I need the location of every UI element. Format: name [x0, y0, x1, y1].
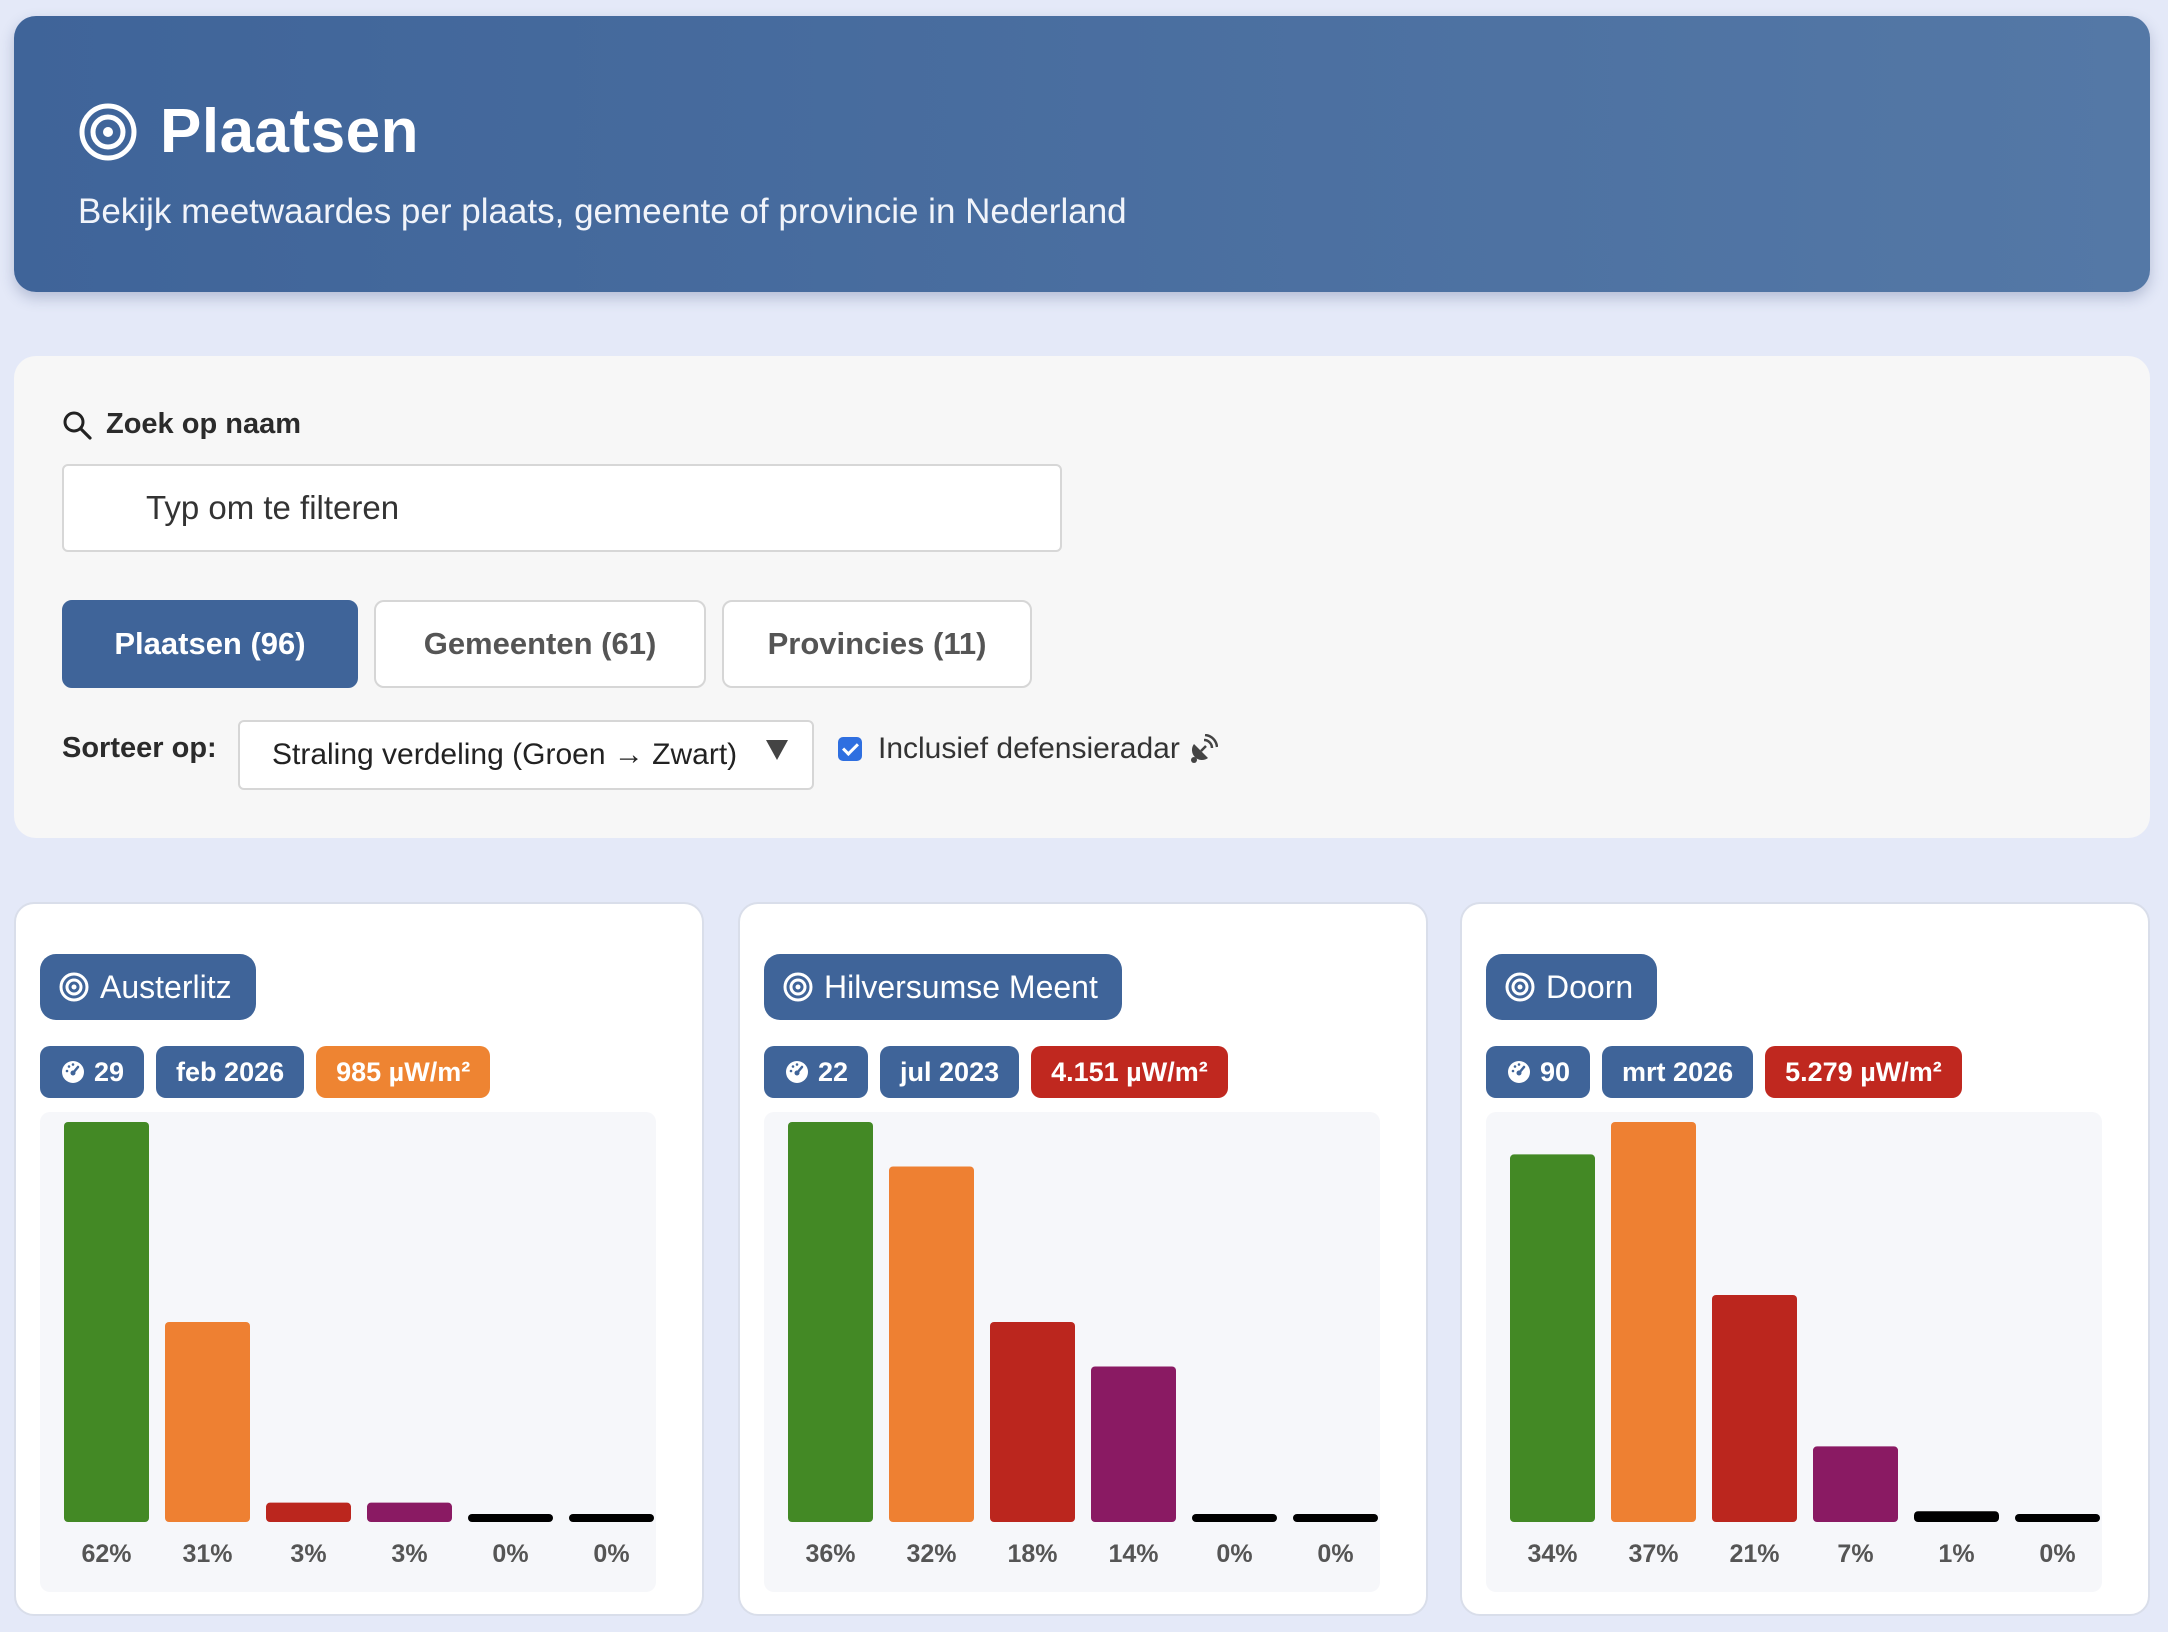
chart-bar: [2015, 1514, 2100, 1522]
gauge-icon: [786, 1061, 808, 1083]
tab-provincies[interactable]: Provincies (11): [722, 600, 1032, 688]
target-icon: [79, 103, 137, 160]
radar-checkbox[interactable]: [838, 737, 862, 761]
place-name-badge[interactable]: Hilversumse Meent: [764, 954, 1122, 1020]
page-header: Plaatsen Bekijk meetwaardes per plaats, …: [14, 16, 2150, 292]
chart-bar-label: 0%: [1216, 1540, 1252, 1568]
chart-bar-label: 36%: [805, 1540, 855, 1568]
radar-filter-label: Inclusief defensieradar: [878, 732, 1180, 765]
target-icon: [59, 972, 89, 1002]
chart-bar-label: 1%: [1938, 1540, 1974, 1568]
chart-bar-label: 31%: [182, 1540, 232, 1568]
tab-gemeenten[interactable]: Gemeenten (61): [374, 600, 706, 688]
value-chip: 4.151 µW/m²: [1031, 1046, 1228, 1098]
date-chip: jul 2023: [880, 1046, 1020, 1098]
date-chip: feb 2026: [156, 1046, 305, 1098]
chart-bar: [788, 1122, 873, 1522]
value-chip: 5.279 µW/m²: [1765, 1046, 1962, 1098]
title-row: Plaatsen: [78, 96, 419, 167]
chart-bar: [1091, 1366, 1176, 1522]
search-label: Zoek op naam: [62, 408, 301, 441]
chart-bar: [266, 1502, 351, 1522]
chart-bar-label: 7%: [1837, 1540, 1873, 1568]
chart-bar: [1293, 1514, 1378, 1522]
chart-bar: [1611, 1122, 1696, 1522]
place-name-badge[interactable]: Doorn: [1486, 954, 1658, 1020]
search-icon: [63, 411, 92, 440]
tab-plaatsen[interactable]: Plaatsen (96): [62, 600, 358, 688]
radar-filter[interactable]: Inclusief defensieradar: [838, 732, 1218, 766]
chip-row: 22 jul 2023 4.151 µW/m²: [764, 1046, 1240, 1098]
search-label-text: Zoek op naam: [106, 408, 301, 440]
place-card[interactable]: Doorn 90 mrt 2026 5.279 µW/m² 34% 37% 21% 7…: [1460, 902, 2150, 1616]
chart-bar-label: 0%: [593, 1540, 629, 1568]
gauge-icon: [1508, 1061, 1530, 1083]
filter-panel: Zoek op naam Plaatsen (96) Gemeenten (61…: [14, 356, 2150, 838]
chart-bar-label: 14%: [1108, 1540, 1158, 1568]
measurement-count: 29: [94, 1056, 125, 1087]
page-subtitle: Bekijk meetwaardes per plaats, gemeente …: [78, 192, 1127, 231]
sort-label: Sorteer op:: [62, 732, 217, 764]
chart-bar: [165, 1322, 250, 1522]
measurement-count: 22: [818, 1056, 849, 1087]
gauge-icon: [62, 1061, 84, 1083]
chart-bar-label: 3%: [290, 1540, 326, 1568]
chart-bar: [1192, 1514, 1277, 1522]
distribution-chart-svg: 36% 32% 18% 14% 0% 0%: [788, 1122, 1378, 1568]
chart-bar: [468, 1514, 553, 1522]
chart-bar-label: 0%: [1317, 1540, 1353, 1568]
date-chip: mrt 2026: [1602, 1046, 1754, 1098]
distribution-chart: 62% 31% 3% 3% 0% 0%: [40, 1112, 656, 1592]
place-name-badge[interactable]: Austerlitz: [40, 954, 256, 1020]
chart-bar: [367, 1502, 452, 1522]
dropdown-arrow-icon: [766, 740, 788, 760]
chip-row: 29 feb 2026 985 µW/m²: [40, 1046, 502, 1098]
chart-bar-label: 3%: [391, 1540, 427, 1568]
chip-row: 90 mrt 2026 5.279 µW/m²: [1486, 1046, 1974, 1098]
chart-bar: [1813, 1446, 1898, 1522]
chart-bar-label: 34%: [1527, 1540, 1577, 1568]
sort-selected-value: Straling verdeling (Groen → Zwart): [272, 738, 738, 771]
chart-bar: [1510, 1154, 1595, 1522]
chart-bar: [1914, 1511, 1999, 1522]
measurement-count-chip: 90: [1486, 1046, 1591, 1098]
tab-bar: Plaatsen (96) Gemeenten (61) Provincies …: [62, 600, 1048, 688]
chart-bar: [569, 1514, 654, 1522]
chart-bar: [1712, 1294, 1797, 1522]
chart-bar-label: 32%: [906, 1540, 956, 1568]
sort-select[interactable]: Straling verdeling (Groen → Zwart): [238, 720, 814, 790]
measurement-count-chip: 22: [764, 1046, 869, 1098]
measurement-count-chip: 29: [40, 1046, 145, 1098]
distribution-chart-svg: 34% 37% 21% 7% 1% 0%: [1510, 1122, 2100, 1568]
place-name: Doorn: [1546, 968, 1634, 1005]
chart-bar: [64, 1122, 149, 1522]
distribution-chart: 34% 37% 21% 7% 1% 0%: [1486, 1112, 2102, 1592]
chart-bar: [889, 1166, 974, 1522]
search-input[interactable]: [62, 464, 1062, 552]
value-chip: 985 µW/m²: [316, 1046, 491, 1098]
distribution-chart: 36% 32% 18% 14% 0% 0%: [764, 1112, 1380, 1592]
chart-bar-label: 0%: [2039, 1540, 2075, 1568]
target-icon: [1505, 972, 1535, 1002]
measurement-count: 90: [1540, 1056, 1571, 1087]
target-icon: [783, 972, 813, 1002]
place-card[interactable]: Austerlitz 29 feb 2026 985 µW/m² 62% 31% 3…: [14, 902, 704, 1616]
chart-bar: [990, 1322, 1075, 1522]
place-name: Hilversumse Meent: [824, 968, 1098, 1005]
satellite-dish-icon: [1190, 734, 1218, 763]
page-title: Plaatsen: [160, 97, 420, 166]
chart-bar-label: 21%: [1729, 1540, 1779, 1568]
chart-bar-label: 37%: [1628, 1540, 1678, 1568]
chart-bar-label: 62%: [81, 1540, 131, 1568]
place-card[interactable]: Hilversumse Meent 22 jul 2023 4.151 µW/m…: [738, 902, 1428, 1616]
distribution-chart-svg: 62% 31% 3% 3% 0% 0%: [64, 1122, 654, 1568]
chart-bar-label: 0%: [492, 1540, 528, 1568]
chart-bar-label: 18%: [1007, 1540, 1057, 1568]
place-name: Austerlitz: [100, 968, 232, 1005]
